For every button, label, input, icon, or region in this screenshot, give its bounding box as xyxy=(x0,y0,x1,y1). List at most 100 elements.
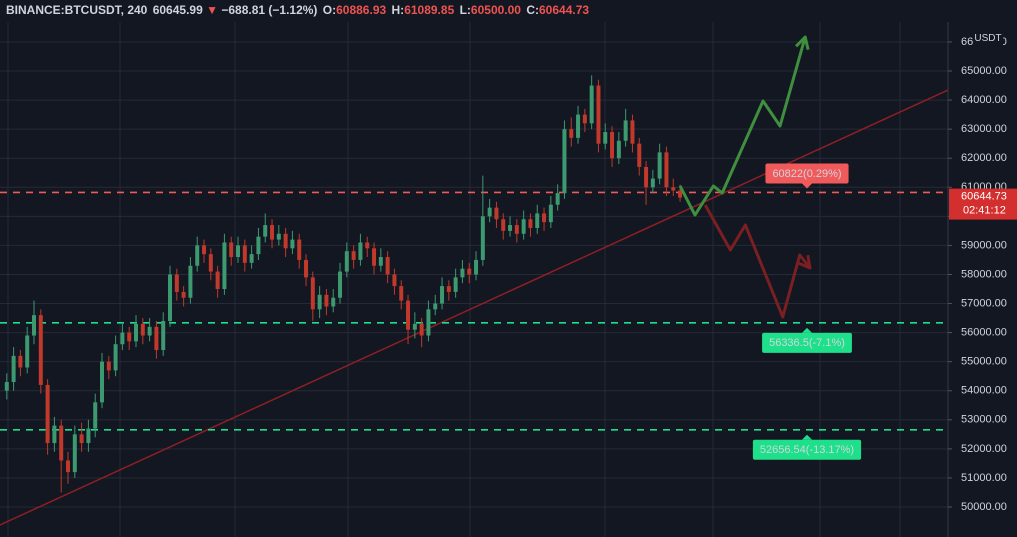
candle-body xyxy=(161,320,166,351)
candle-body xyxy=(236,245,241,258)
level-label-text: 60822(0.29%) xyxy=(772,168,841,180)
level-label-box xyxy=(765,163,849,184)
candle-body xyxy=(467,268,472,275)
level-label: 52656.54(-13.17%) xyxy=(752,434,862,460)
ohlc-key: O: xyxy=(323,3,336,17)
ohlc-value: 60886.93 xyxy=(336,3,386,17)
countdown-label: 02:41:12 xyxy=(963,205,1006,217)
y-tick-label: 51000.00 xyxy=(961,472,1007,484)
candle-body xyxy=(331,297,336,307)
candle-body xyxy=(276,233,281,240)
candle-body xyxy=(433,303,438,310)
candle-body xyxy=(569,129,574,138)
candle-body xyxy=(100,361,105,403)
candle-body xyxy=(113,344,118,371)
candle-body xyxy=(215,271,220,290)
symbol: BINANCE:BTCUSDT, 240 xyxy=(6,3,148,17)
arrow-head xyxy=(797,254,812,270)
candle-body xyxy=(426,309,431,336)
y-tick-label: 58000.00 xyxy=(961,268,1007,280)
last-price-box xyxy=(949,188,1017,220)
candle-body xyxy=(93,402,98,429)
candle-body xyxy=(208,254,213,272)
candle-body xyxy=(38,315,43,385)
price-axis: 50000.00 51000.00 52000.00 53000.00 54000.00… xyxy=(948,31,1017,513)
candle-body xyxy=(406,300,411,330)
candle-body xyxy=(270,225,275,240)
candle-body xyxy=(535,213,540,228)
candle-body xyxy=(630,120,635,144)
candle-body xyxy=(372,248,377,266)
candle-body xyxy=(140,323,145,336)
candle-body xyxy=(487,207,492,217)
candle-body xyxy=(86,428,91,444)
candle-body xyxy=(66,460,71,473)
candle-body xyxy=(474,259,479,275)
candle-body xyxy=(222,242,227,290)
candle-body xyxy=(596,85,601,144)
candle-body xyxy=(106,361,111,371)
candle-body xyxy=(616,140,621,159)
candle-body xyxy=(304,259,309,278)
candle-body xyxy=(79,434,84,444)
y-tick-label: 63000.00 xyxy=(961,123,1007,135)
candle-body xyxy=(392,274,397,287)
candle-body xyxy=(644,166,649,188)
y-tick-label: 65000.00 xyxy=(961,65,1007,77)
candle-body xyxy=(120,332,125,345)
trendline xyxy=(0,89,949,526)
candle-body xyxy=(154,326,159,351)
candle-body xyxy=(188,265,193,298)
y-tick-label: 57000.00 xyxy=(961,297,1007,309)
candle-body xyxy=(351,251,356,260)
y-tick-label: 56000.00 xyxy=(961,327,1007,339)
candle-body xyxy=(11,355,16,383)
level-label-box xyxy=(762,332,852,353)
candle-body xyxy=(650,178,655,188)
ohlc-value: 60500.00 xyxy=(471,3,521,17)
candle-body xyxy=(358,242,363,260)
candle-body xyxy=(542,213,547,223)
level-label-pointer xyxy=(802,327,812,333)
candle-body xyxy=(256,236,261,255)
candle-body xyxy=(446,286,451,292)
currency-label: USDT xyxy=(974,33,1001,44)
candle-body xyxy=(664,152,669,188)
y-tick-label: 54000.00 xyxy=(961,385,1007,397)
candle-body xyxy=(440,286,445,304)
candle-body xyxy=(310,277,315,310)
candle-body xyxy=(501,219,506,231)
candle-body xyxy=(195,245,200,266)
candle-body xyxy=(229,242,234,258)
ohlc-value: 60644.73 xyxy=(539,3,589,17)
projection-path xyxy=(678,36,807,217)
candle-body xyxy=(45,384,50,444)
candle-body xyxy=(562,129,567,194)
vertical-grid xyxy=(7,22,901,537)
candle-body xyxy=(338,271,343,298)
candle-body xyxy=(18,355,23,368)
candle-body xyxy=(678,190,683,198)
price: 60645.99 xyxy=(153,3,203,17)
candle-body xyxy=(460,268,465,278)
candle-body xyxy=(378,257,383,266)
level-label-text: 56336.5(-7.1%) xyxy=(769,337,845,349)
candle-body xyxy=(72,434,77,473)
candle-body xyxy=(59,425,64,461)
candle-body xyxy=(32,315,37,336)
candle-body xyxy=(317,294,322,310)
candle-body xyxy=(610,132,615,159)
level-label-text: 52656.54(-13.17%) xyxy=(760,444,854,456)
candle-body xyxy=(385,257,390,275)
y-tick-label: 64000.00 xyxy=(961,94,1007,106)
level-label-pointer xyxy=(802,183,812,189)
candle-body xyxy=(657,152,662,179)
candle-body xyxy=(576,114,581,138)
ohlc-key: L: xyxy=(460,3,471,17)
candle-body xyxy=(494,207,499,220)
last-price-label: 60644.73 xyxy=(961,191,1007,203)
candle-body xyxy=(4,382,9,391)
